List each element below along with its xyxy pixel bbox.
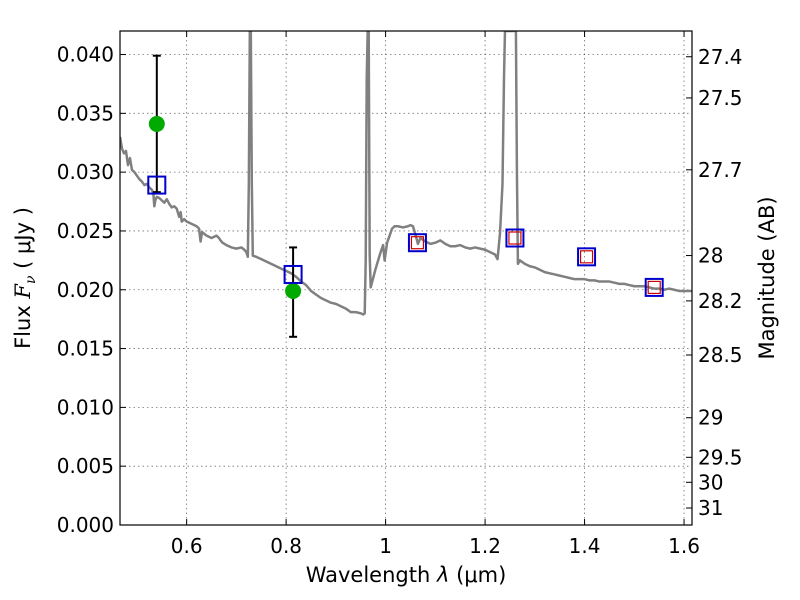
magnitude-tick-label: 28 — [698, 244, 723, 268]
model-square-inner — [410, 236, 425, 250]
x-axis-title: Wavelength λ (μm) — [306, 563, 507, 587]
magnitude-tick-label: 27.7 — [698, 158, 743, 182]
magnitude-tick-label: 28.2 — [698, 289, 743, 313]
x-tick-label: 1.2 — [469, 534, 501, 558]
y-tick-label: 0.010 — [57, 395, 114, 419]
x-tick-label: 1 — [379, 534, 392, 558]
model-square-inner — [579, 250, 594, 264]
magnitude-tick-label: 30 — [698, 470, 723, 494]
x-axis-ticks: 0.6 0.8 1 1.2 1.4 1.6 — [171, 31, 700, 558]
y-tick-label: 0.020 — [57, 278, 114, 302]
template-spectrum-line — [120, 31, 692, 316]
plot-area — [120, 31, 692, 338]
x-tick-label: 1.4 — [569, 534, 601, 558]
x-tick-label: 1.6 — [668, 534, 700, 558]
model-square — [577, 247, 597, 267]
y-axis-ticks: 0.000 0.005 0.010 0.015 0.020 0.025 0.030 0.035… — [57, 43, 126, 537]
model-square — [147, 175, 167, 195]
y-tick-label: 0.035 — [57, 101, 114, 125]
magnitude-axis-title: Magnitude (AB) — [755, 196, 779, 359]
plot-frame — [119, 30, 693, 526]
y-tick-label: 0.005 — [57, 454, 114, 478]
magnitude-tick-label: 29.5 — [698, 445, 743, 469]
magnitude-tick-label: 27.4 — [698, 45, 743, 69]
y-tick-label: 0.025 — [57, 219, 114, 243]
y-tick-label: 0.000 — [57, 513, 114, 537]
y-tick-label: 0.040 — [57, 43, 114, 67]
model-square — [407, 233, 427, 253]
y-tick-label: 0.015 — [57, 337, 114, 361]
grid-lines — [120, 31, 692, 526]
model-square — [283, 264, 303, 284]
magnitude-tick-label: 31 — [698, 496, 723, 520]
model-square-inner — [647, 280, 661, 295]
observed-points — [148, 115, 302, 299]
model-square — [505, 228, 525, 248]
magnitude-tick-label: 27.5 — [698, 86, 743, 110]
model-square — [644, 277, 664, 297]
model-squares — [147, 175, 664, 297]
x-tick-label: 0.8 — [270, 534, 302, 558]
y-tick-label: 0.030 — [57, 160, 114, 184]
error-bars — [152, 54, 298, 338]
model-square-inner — [508, 231, 522, 245]
x-tick-label: 0.6 — [171, 534, 203, 558]
magnitude-tick-label: 28.5 — [698, 343, 743, 367]
magnitude-tick-label: 29 — [698, 406, 723, 430]
y-axis-title: Flux Fν ( μJy ) — [11, 207, 39, 349]
observed-point — [148, 115, 165, 132]
observed-point — [285, 282, 302, 299]
